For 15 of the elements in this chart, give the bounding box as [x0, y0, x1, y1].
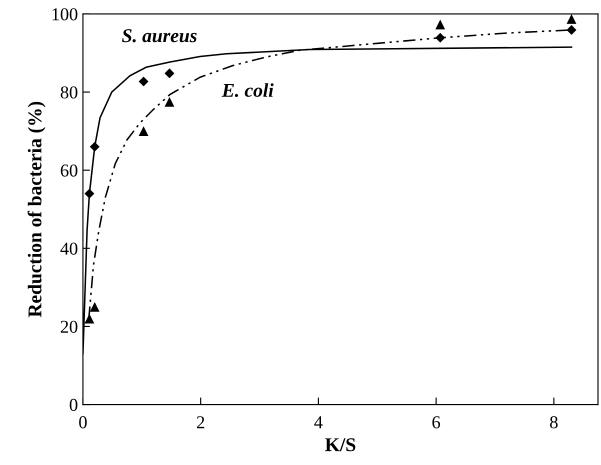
- y-tick-label: 60: [60, 164, 78, 177]
- x-tick-label: 8: [550, 416, 558, 428]
- y-tick-label: 0: [70, 398, 78, 411]
- y-tick-label: 40: [60, 242, 78, 255]
- x-axis-title: K/S: [325, 438, 356, 452]
- y-tick-label: 80: [60, 86, 78, 99]
- x-tick-label: 4: [314, 416, 323, 428]
- x-tick-label: 0: [79, 416, 87, 428]
- x-tick-label: 6: [432, 416, 440, 428]
- y-tick-label: 20: [60, 320, 78, 333]
- series-label: E. coli: [222, 83, 274, 98]
- series-label: S. aureus: [122, 29, 197, 42]
- x-tick-label: 2: [196, 416, 204, 428]
- y-axis-title: Reduction of bacteria (%): [28, 102, 46, 318]
- y-tick-label: 100: [52, 8, 78, 20]
